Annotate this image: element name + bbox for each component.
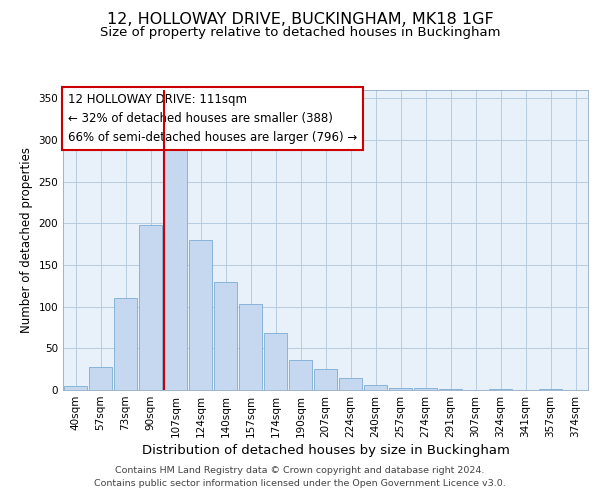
Bar — [489, 389, 512, 390]
Bar — [114, 298, 137, 390]
Bar — [389, 388, 412, 390]
Text: Contains HM Land Registry data © Crown copyright and database right 2024.
Contai: Contains HM Land Registry data © Crown c… — [94, 466, 506, 487]
Bar — [89, 366, 112, 390]
Bar — [264, 334, 287, 390]
Bar — [164, 146, 187, 390]
Bar — [289, 360, 312, 390]
Bar — [239, 304, 262, 390]
Bar — [439, 389, 462, 390]
Bar — [314, 369, 337, 390]
Bar — [139, 225, 162, 390]
Y-axis label: Number of detached properties: Number of detached properties — [20, 147, 33, 333]
Bar — [189, 240, 212, 390]
Bar — [539, 389, 562, 390]
Bar — [339, 378, 362, 390]
Bar — [364, 385, 387, 390]
Text: 12 HOLLOWAY DRIVE: 111sqm
← 32% of detached houses are smaller (388)
66% of semi: 12 HOLLOWAY DRIVE: 111sqm ← 32% of detac… — [68, 93, 358, 144]
X-axis label: Distribution of detached houses by size in Buckingham: Distribution of detached houses by size … — [142, 444, 509, 457]
Bar — [414, 388, 437, 390]
Text: 12, HOLLOWAY DRIVE, BUCKINGHAM, MK18 1GF: 12, HOLLOWAY DRIVE, BUCKINGHAM, MK18 1GF — [107, 12, 493, 28]
Bar — [64, 386, 87, 390]
Text: Size of property relative to detached houses in Buckingham: Size of property relative to detached ho… — [100, 26, 500, 39]
Bar — [214, 282, 237, 390]
